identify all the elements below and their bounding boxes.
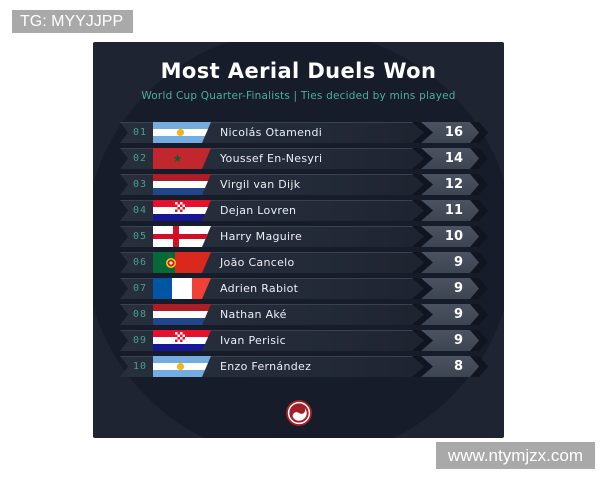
value-plate (421, 330, 479, 351)
argentina-flag-icon (153, 122, 211, 143)
row-background (120, 252, 488, 273)
aerial-duels-value: 12 (444, 177, 463, 192)
rank-label: 02 (133, 153, 148, 164)
rank-label: 04 (133, 205, 148, 216)
row-background (120, 226, 488, 247)
table-row: 08 Nathan Aké 9 (120, 304, 488, 325)
value-plate (421, 252, 479, 273)
player-name: Ivan Perisic (220, 334, 286, 347)
england-flag-icon (153, 226, 211, 247)
argentina-flag-icon (153, 356, 211, 377)
row-background (120, 356, 488, 377)
netherlands-flag-icon (153, 304, 211, 325)
value-plate (421, 174, 479, 195)
table-row: 09 Ivan Perisic 9 (120, 330, 488, 351)
table-row: 05 Harry Maguire 10 (120, 226, 488, 247)
rank-label: 09 (133, 335, 148, 346)
player-name: Virgil van Dijk (220, 178, 301, 191)
table-row: 04 Dejan Lovren 11 (120, 200, 488, 221)
table-row: 03 Virgil van Dijk 12 (120, 174, 488, 195)
value-plate (421, 278, 479, 299)
aerial-duels-value: 16 (444, 125, 463, 140)
row-background (120, 174, 488, 195)
value-plate (421, 148, 479, 169)
netherlands-flag-icon (153, 174, 211, 195)
row-background (120, 148, 488, 169)
aerial-duels-value: 9 (453, 255, 463, 270)
france-flag-icon (153, 278, 211, 299)
rank-label: 03 (133, 179, 148, 190)
morocco-flag-icon (153, 148, 211, 169)
player-name: Enzo Fernández (220, 360, 312, 373)
row-background (120, 304, 488, 325)
value-plate (421, 304, 479, 325)
aerial-duels-value: 11 (444, 203, 463, 218)
croatia-flag-icon (153, 200, 211, 221)
player-name: Dejan Lovren (220, 204, 297, 217)
aerial-duels-value: 14 (444, 151, 463, 166)
aerial-duels-value: 8 (453, 359, 463, 374)
player-name: João Cancelo (220, 256, 295, 269)
player-name: Nathan Aké (220, 308, 287, 321)
value-plate (421, 122, 479, 143)
portugal-flag-icon (153, 252, 211, 273)
rank-label: 08 (133, 309, 148, 320)
aerial-duels-value: 9 (453, 333, 463, 348)
page-title: Most Aerial Duels Won (160, 59, 437, 83)
table-row: 02 Youssef En-Nesyri 14 (120, 148, 488, 169)
website-watermark: www.ntymjzx.com (435, 442, 595, 469)
value-plate (421, 226, 479, 247)
value-plate (421, 200, 479, 221)
value-plate (421, 356, 479, 377)
croatia-flag-icon (153, 330, 211, 351)
rank-label: 05 (133, 231, 148, 242)
rank-label: 06 (133, 257, 148, 268)
table-row: 07 Adrien Rabiot 9 (120, 278, 488, 299)
aerial-duels-value: 9 (453, 281, 463, 296)
leaderboard: 01 Nicolás Otamendi 16 02 Youssef En-Nes… (120, 122, 488, 382)
table-row: 06 João Cancelo 9 (120, 252, 488, 273)
rank-label: 07 (133, 283, 148, 294)
row-background (120, 122, 488, 143)
telegram-watermark: TG: MYYJJPP (12, 10, 134, 33)
brand-swirl-logo-icon (285, 400, 312, 426)
table-row: 01 Nicolás Otamendi 16 (120, 122, 488, 143)
row-background (120, 200, 488, 221)
player-name: Nicolás Otamendi (220, 126, 323, 139)
row-background (120, 330, 488, 351)
rank-label: 01 (133, 127, 148, 138)
rank-label: 10 (133, 361, 148, 372)
player-name: Adrien Rabiot (220, 282, 299, 295)
table-row: 10 Enzo Fernández 8 (120, 356, 488, 377)
row-background (120, 278, 488, 299)
infographic-panel: Most Aerial Duels Won World Cup Quarter-… (93, 42, 504, 438)
aerial-duels-value: 10 (444, 229, 463, 244)
page-subtitle: World Cup Quarter-Finalists | Ties decid… (141, 90, 456, 102)
aerial-duels-value: 9 (453, 307, 463, 322)
player-name: Harry Maguire (220, 230, 303, 243)
player-name: Youssef En-Nesyri (220, 152, 323, 165)
